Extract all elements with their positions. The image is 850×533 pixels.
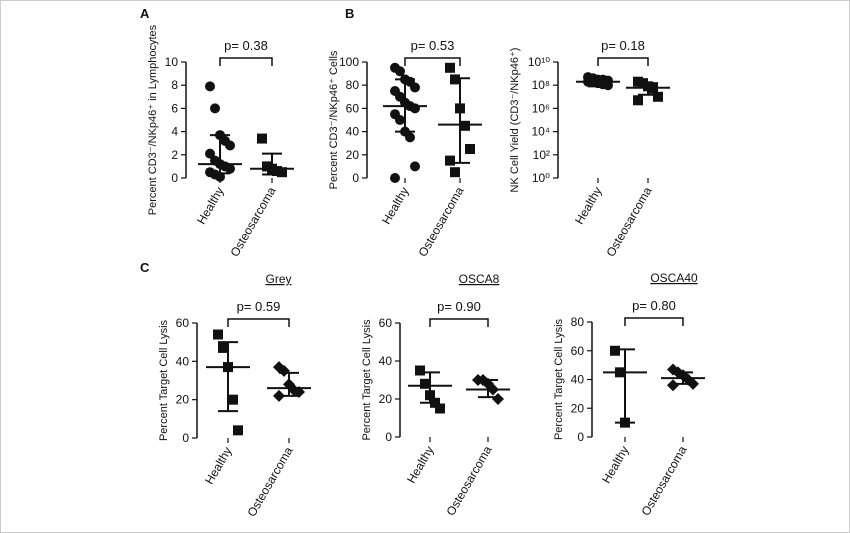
y-tick-label: 10: [165, 55, 179, 69]
chart-title: Grey: [265, 272, 291, 286]
y-tick-label: 10⁶: [532, 101, 550, 115]
y-tick-label: 60: [346, 101, 360, 115]
y-axis-label: Percent Target Cell Lysis: [158, 319, 170, 441]
point: [395, 66, 405, 77]
y-axis-label: Percent CD3⁻/NKp46⁺ in Lymphocytes: [147, 24, 159, 215]
y-tick-label: 100: [339, 55, 359, 69]
y-tick-label: 80: [346, 78, 360, 92]
point: [228, 394, 238, 405]
point: [225, 163, 235, 174]
point: [667, 379, 679, 392]
y-tick-label: 10¹⁰: [528, 55, 550, 69]
point: [257, 133, 267, 144]
y-tick-label: 0: [577, 430, 584, 444]
y-tick-label: 60: [571, 344, 585, 358]
point: [610, 345, 620, 356]
point: [225, 140, 235, 151]
significance-bracket: [624, 317, 684, 326]
y-tick-label: 4: [171, 125, 178, 139]
y-tick-label: 0: [385, 430, 392, 444]
y-tick-label: 20: [176, 393, 190, 407]
p-value: p= 0.18: [601, 38, 645, 53]
point: [278, 364, 290, 377]
point: [277, 167, 287, 178]
significance-bracket: [404, 57, 461, 66]
panel-label: B: [345, 6, 354, 21]
chart-title: OSCA40: [650, 271, 698, 285]
y-tick-label: 80: [571, 315, 585, 329]
point: [450, 74, 460, 85]
point: [633, 95, 643, 106]
point: [415, 365, 425, 376]
p-value: p= 0.38: [224, 38, 268, 53]
y-axis-label: Percent Target Cell Lysis: [553, 318, 565, 440]
point: [460, 120, 470, 131]
p-value: p= 0.53: [411, 38, 455, 53]
point: [420, 378, 430, 389]
y-tick-label: 6: [171, 101, 178, 115]
p-value: p= 0.90: [437, 299, 481, 314]
point: [450, 167, 460, 178]
point: [445, 62, 455, 73]
chart-title: OSCA8: [459, 272, 500, 286]
y-tick-label: 0: [182, 431, 189, 445]
y-tick-label: 40: [176, 354, 190, 368]
point: [213, 329, 223, 340]
point: [410, 103, 420, 114]
y-axis-label: Percent Target Cell Lysis: [361, 319, 373, 441]
significance-bracket: [429, 318, 489, 327]
y-tick-label: 60: [379, 316, 393, 330]
y-tick-label: 8: [171, 78, 178, 92]
y-tick-label: 40: [346, 125, 360, 139]
point: [410, 161, 420, 172]
y-tick-label: 10⁸: [532, 78, 550, 92]
point: [205, 148, 215, 159]
y-axis-label: Percent CD3⁻/NKp46⁺ Cells: [328, 50, 340, 189]
y-axis-label: NK Cell Yield (CD3⁻/NKp46⁺): [509, 48, 521, 193]
point: [653, 91, 663, 102]
y-tick-label: 0: [352, 171, 359, 185]
y-tick-label: 40: [379, 354, 393, 368]
significance-bracket: [597, 57, 649, 66]
significance-bracket: [219, 57, 273, 66]
y-tick-label: 10⁰: [532, 171, 550, 185]
point: [233, 425, 243, 436]
point: [210, 103, 220, 114]
p-value: p= 0.59: [237, 299, 281, 314]
y-tick-label: 20: [346, 148, 360, 162]
y-tick-label: 2: [171, 148, 178, 162]
y-tick-label: 60: [176, 316, 190, 330]
y-tick-label: 0: [171, 171, 178, 185]
point: [465, 144, 475, 154]
y-tick-label: 10²: [533, 148, 550, 162]
point: [492, 393, 504, 405]
point: [405, 132, 415, 143]
y-tick-label: 10⁴: [531, 125, 550, 139]
point: [435, 403, 445, 414]
point: [218, 342, 228, 353]
panel-label: C: [140, 260, 150, 275]
significance-bracket: [227, 318, 290, 327]
y-tick-label: 20: [571, 401, 585, 415]
p-value: p= 0.80: [632, 298, 676, 313]
point: [445, 155, 455, 166]
y-tick-label: 40: [571, 373, 585, 387]
point: [410, 82, 420, 93]
point: [395, 115, 405, 125]
point: [205, 81, 215, 92]
panel-label: A: [140, 6, 150, 21]
y-tick-label: 20: [379, 392, 393, 406]
point: [390, 173, 400, 183]
